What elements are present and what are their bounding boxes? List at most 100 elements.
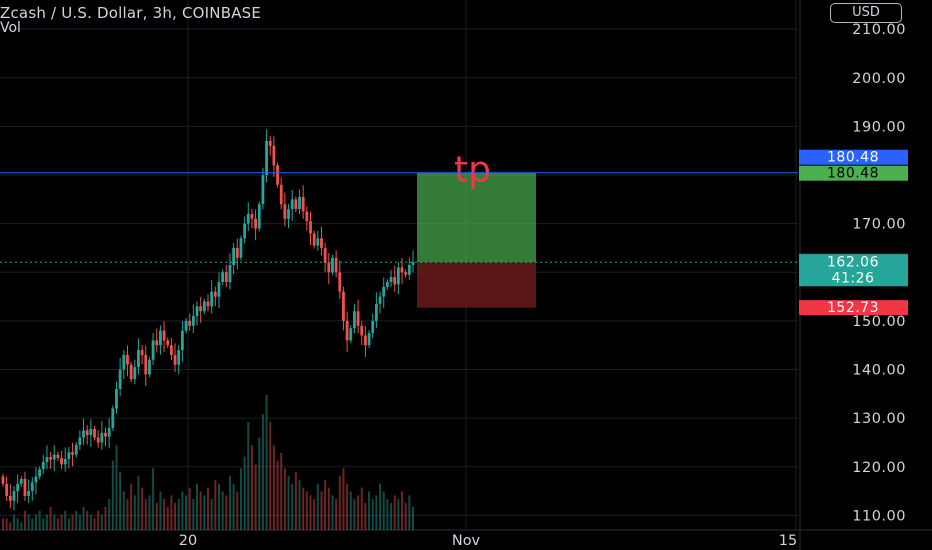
candle-body	[60, 458, 63, 465]
loss-zone	[417, 262, 536, 308]
candle-body	[217, 282, 221, 297]
candle-body	[177, 350, 181, 365]
candle-body	[298, 196, 301, 210]
volume-bar	[254, 464, 257, 530]
volume-bar	[170, 495, 173, 530]
candle-body	[320, 238, 323, 248]
volume-bar	[232, 483, 235, 530]
candle-body	[184, 320, 188, 331]
candle-body	[206, 301, 210, 307]
volume-bar	[2, 518, 4, 530]
volume-bar	[181, 491, 184, 530]
volume-bar	[115, 445, 118, 530]
volume-bar	[148, 495, 151, 530]
time-axis[interactable]: 20 Nov 15	[179, 533, 797, 549]
candle-body	[74, 444, 78, 455]
volume-bar	[20, 522, 23, 530]
candle-body	[356, 311, 360, 326]
volume-bar	[27, 514, 30, 530]
price-badge-current	[799, 254, 908, 287]
volume-bar	[269, 422, 272, 530]
volume-bar	[243, 456, 246, 530]
volume-bars	[2, 395, 414, 530]
candle-body	[246, 213, 250, 224]
volume-bar	[335, 499, 338, 530]
candle-body	[49, 457, 52, 460]
volume-bar	[346, 483, 349, 530]
candle-body	[27, 491, 31, 496]
volume-bar	[34, 514, 37, 530]
price-tick-label: 170.00	[852, 217, 906, 233]
volume-bar	[174, 503, 177, 530]
volume-bar	[331, 495, 334, 530]
volume-bar	[298, 479, 301, 530]
candle-body	[382, 286, 386, 297]
volume-bar	[382, 491, 385, 530]
candle-body	[393, 277, 397, 285]
volume-bar	[42, 518, 45, 530]
volume-bar	[177, 499, 180, 530]
volume-bar	[283, 468, 286, 530]
candle-body	[396, 267, 400, 285]
volume-bar	[5, 518, 8, 530]
price-lines	[0, 172, 798, 263]
candle-body	[268, 141, 272, 146]
candle-body	[52, 454, 56, 460]
volume-bar	[49, 506, 52, 530]
volume-bar	[309, 495, 312, 530]
candle-body	[126, 354, 129, 365]
volume-bar	[397, 499, 400, 530]
candle-body	[385, 282, 389, 287]
candle-body	[30, 482, 34, 492]
candle-body	[151, 340, 155, 360]
candle-body	[5, 483, 9, 496]
candle-body	[191, 316, 195, 326]
volume-bar	[23, 510, 26, 530]
volume-bar	[287, 476, 290, 530]
price-axis[interactable]: 110.00 120.00 130.00 140.00 150.00 170.00 190.…	[852, 22, 906, 524]
volume-bar	[291, 483, 294, 530]
volume-bar	[126, 499, 129, 530]
candle-body	[279, 184, 283, 205]
candle-body	[16, 483, 20, 492]
currency-button[interactable]: USD	[830, 3, 902, 23]
candle-body	[312, 233, 316, 246]
price-tick-label: 140.00	[852, 363, 906, 379]
position-zones[interactable]: tp	[417, 150, 536, 308]
volume-bar	[192, 499, 195, 530]
price-badge-text: 162.06	[827, 254, 879, 270]
volume-label: Vol	[0, 20, 21, 36]
volume-bar	[119, 472, 122, 530]
candle-body	[235, 247, 239, 258]
candle-body	[188, 320, 192, 326]
candle-body	[353, 311, 356, 329]
candle-body	[89, 428, 93, 436]
profit-zone	[417, 172, 536, 263]
candle-body	[250, 213, 254, 219]
volume-bar	[371, 499, 374, 530]
volume-bar	[199, 491, 202, 530]
volume-bar	[357, 495, 360, 530]
candle-body	[305, 211, 309, 222]
time-tick-label: Nov	[452, 533, 481, 549]
candle-body	[155, 340, 159, 346]
candle-body	[342, 291, 345, 321]
volume-bar	[38, 510, 41, 530]
volume-bar	[379, 483, 382, 530]
volume-bar	[294, 472, 297, 530]
candle-body	[407, 265, 411, 275]
candle-body	[199, 306, 203, 312]
volume-bar	[64, 510, 67, 530]
time-tick-label: 20	[179, 533, 197, 549]
volume-bar	[228, 476, 231, 530]
volume-bar	[368, 491, 371, 530]
price-badge-text: 180.48	[827, 166, 879, 182]
volume-bar	[390, 503, 393, 530]
volume-bar	[203, 495, 206, 530]
volume-bar	[386, 499, 389, 530]
candle-body	[243, 223, 247, 239]
candle-body	[367, 333, 371, 346]
volume-bar	[280, 452, 283, 530]
volume-bar	[9, 522, 12, 530]
